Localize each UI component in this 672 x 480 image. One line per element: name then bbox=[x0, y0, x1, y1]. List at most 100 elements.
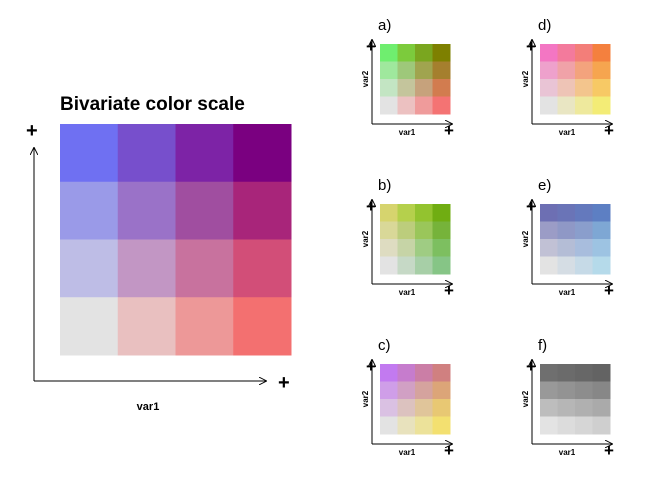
panel-d-y-axis-label: var2 bbox=[521, 70, 530, 87]
main-y-plus-marker: + bbox=[26, 120, 38, 142]
panel-d-cell-r3-c3 bbox=[592, 96, 611, 115]
panel-a-cell-r2-c0 bbox=[380, 79, 398, 97]
panel-f-cell-r1-c3 bbox=[592, 381, 611, 400]
panel-c-cell-r3-c1 bbox=[397, 416, 416, 435]
panel-b-cell-r0-c2 bbox=[415, 204, 433, 222]
panel-f-cell-r3-c2 bbox=[575, 416, 593, 435]
panel-a-cell-r3-c3 bbox=[432, 96, 451, 115]
panel-a-cell-r1-c0 bbox=[380, 61, 398, 80]
main-cell-r3-c3 bbox=[233, 297, 292, 356]
panel-d-cell-r1-c1 bbox=[557, 61, 576, 80]
panel-a-cell-r0-c3 bbox=[432, 44, 451, 62]
panel-f-cell-r0-c2 bbox=[575, 364, 593, 382]
main-cell-r2-c1 bbox=[117, 239, 176, 298]
panel-c-x-axis-label: var1 bbox=[399, 448, 416, 457]
panel-e-color-grid bbox=[540, 204, 611, 275]
main-cell-r2-c0 bbox=[60, 239, 119, 298]
panel-a-cell-r0-c2 bbox=[415, 44, 433, 62]
panel-f-x-plus-marker: + bbox=[604, 441, 614, 460]
panel-d-y-plus-marker: + bbox=[526, 37, 536, 56]
panel-c-label: c) bbox=[378, 337, 391, 354]
panel-f-y-axis-label: var2 bbox=[521, 390, 530, 407]
panel-a-x-plus-marker: + bbox=[444, 121, 454, 140]
panel-a-cell-r1-c3 bbox=[432, 61, 451, 80]
main-cell-r0-c1 bbox=[117, 124, 176, 183]
main-cell-r2-c3 bbox=[233, 239, 292, 298]
panel-d-cell-r3-c0 bbox=[540, 96, 558, 115]
panel-f-cell-r1-c1 bbox=[557, 381, 576, 400]
panel-b-cell-r3-c1 bbox=[397, 256, 416, 275]
panel-b-y-axis-label: var2 bbox=[361, 230, 370, 247]
panel-e-y-axis-label: var2 bbox=[521, 230, 530, 247]
panel-b-cell-r1-c3 bbox=[432, 221, 451, 240]
main-color-grid bbox=[60, 124, 292, 356]
panel-e-cell-r3-c1 bbox=[557, 256, 576, 275]
panel-c-color-grid bbox=[380, 364, 451, 435]
panel-a-cell-r2-c1 bbox=[397, 79, 416, 97]
main-cell-r2-c2 bbox=[175, 239, 234, 298]
panel-a-y-plus-marker: + bbox=[366, 37, 376, 56]
panel-e-x-axis-label: var1 bbox=[559, 288, 576, 297]
panel-e-cell-r2-c2 bbox=[575, 239, 593, 257]
panel-c-cell-r0-c0 bbox=[380, 364, 398, 382]
panel-a-cell-r1-c2 bbox=[415, 61, 433, 80]
panel-f-cell-r1-c0 bbox=[540, 381, 558, 400]
panel-f-cell-r3-c1 bbox=[557, 416, 576, 435]
panel-c-cell-r1-c1 bbox=[397, 381, 416, 400]
panel-f-cell-r0-c0 bbox=[540, 364, 558, 382]
panel-e-cell-r1-c3 bbox=[592, 221, 611, 240]
panel-c-y-axis-label: var2 bbox=[361, 390, 370, 407]
panel-d-x-axis-label: var1 bbox=[559, 128, 576, 137]
panel-d-x-plus-marker: + bbox=[604, 121, 614, 140]
panel-c-cell-r2-c0 bbox=[380, 399, 398, 417]
panel-a-cell-r1-c1 bbox=[397, 61, 416, 80]
panel-b-cell-r2-c1 bbox=[397, 239, 416, 257]
panel-c-cell-r3-c2 bbox=[415, 416, 433, 435]
panel-a-cell-r3-c0 bbox=[380, 96, 398, 115]
main-cell-r0-c3 bbox=[233, 124, 292, 183]
panel-c-cell-r1-c2 bbox=[415, 381, 433, 400]
panel-d-cell-r2-c0 bbox=[540, 79, 558, 97]
panel-c-cell-r3-c0 bbox=[380, 416, 398, 435]
panel-b-cell-r1-c1 bbox=[397, 221, 416, 240]
main-cell-r1-c3 bbox=[233, 181, 292, 240]
panel-d-cell-r2-c2 bbox=[575, 79, 593, 97]
panel-a-cell-r3-c1 bbox=[397, 96, 416, 115]
panel-d-cell-r0-c3 bbox=[592, 44, 611, 62]
panel-f-y-plus-marker: + bbox=[526, 357, 536, 376]
main-cell-r1-c0 bbox=[60, 181, 119, 240]
panel-c-y-plus-marker: + bbox=[366, 357, 376, 376]
panel-f-cell-r3-c0 bbox=[540, 416, 558, 435]
panel-f-cell-r2-c1 bbox=[557, 399, 576, 417]
main-cell-r0-c0 bbox=[60, 124, 119, 183]
panel-c-cell-r0-c3 bbox=[432, 364, 451, 382]
panel-e-cell-r2-c1 bbox=[557, 239, 576, 257]
panel-b-cell-r2-c0 bbox=[380, 239, 398, 257]
panel-e-cell-r1-c1 bbox=[557, 221, 576, 240]
panel-d-cell-r2-c3 bbox=[592, 79, 611, 97]
panel-e-cell-r1-c2 bbox=[575, 221, 593, 240]
panel-b-cell-r0-c0 bbox=[380, 204, 398, 222]
panel-a-cell-r0-c1 bbox=[397, 44, 416, 62]
panel-f-cell-r1-c2 bbox=[575, 381, 593, 400]
panel-c-cell-r2-c1 bbox=[397, 399, 416, 417]
panel-f-label: f) bbox=[538, 337, 547, 354]
panel-b-cell-r1-c2 bbox=[415, 221, 433, 240]
panel-f-cell-r2-c3 bbox=[592, 399, 611, 417]
panel-c-cell-r1-c0 bbox=[380, 381, 398, 400]
main-cell-r0-c2 bbox=[175, 124, 234, 183]
panel-a-cell-r2-c3 bbox=[432, 79, 451, 97]
panel-d-color-grid bbox=[540, 44, 611, 115]
panel-b-label: b) bbox=[378, 177, 391, 194]
panel-d-cell-r1-c2 bbox=[575, 61, 593, 80]
panel-f-cell-r0-c1 bbox=[557, 364, 576, 382]
panel-a-cell-r0-c0 bbox=[380, 44, 398, 62]
panel-d-cell-r1-c3 bbox=[592, 61, 611, 80]
